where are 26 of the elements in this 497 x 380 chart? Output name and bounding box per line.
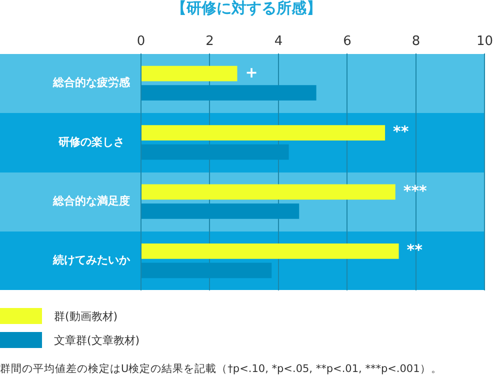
legend-label: 文章群(文章教材) [54,332,140,348]
x-tick-label: 8 [412,34,420,50]
y-tick-label: 総合的な満足度 [52,194,130,208]
annotation: ** [406,241,423,260]
legend-label: 群(動画教材) [54,308,118,324]
bar [142,262,272,278]
bar [142,66,238,82]
bar [142,204,300,219]
x-tick-label: 2 [206,34,214,50]
chart-title: 【研修に対する所感】 [172,0,322,17]
x-tick-label: 0 [136,34,146,50]
x-tick-label: 4 [274,34,283,50]
bar [142,144,289,160]
bar [142,184,396,200]
y-tick-label: 総合的な疲労感 [52,76,131,90]
bar [142,243,399,259]
annotation: *** [403,182,428,200]
bar [142,85,316,101]
y-tick-label: 続けてみたいか [52,254,131,267]
annotation: + [245,63,258,82]
x-tick-label: 6 [343,34,352,50]
text: 群間の平均値差の検定はU検定の結果を記載（†p<.10, *p<.05, **p<.01, ***p<.001）。 [0,362,442,376]
bar [142,125,386,140]
x-tick-label: 10 [476,34,493,50]
annotation: ** [393,122,409,141]
y-tick-label: 研修の楽しさ [58,135,124,148]
